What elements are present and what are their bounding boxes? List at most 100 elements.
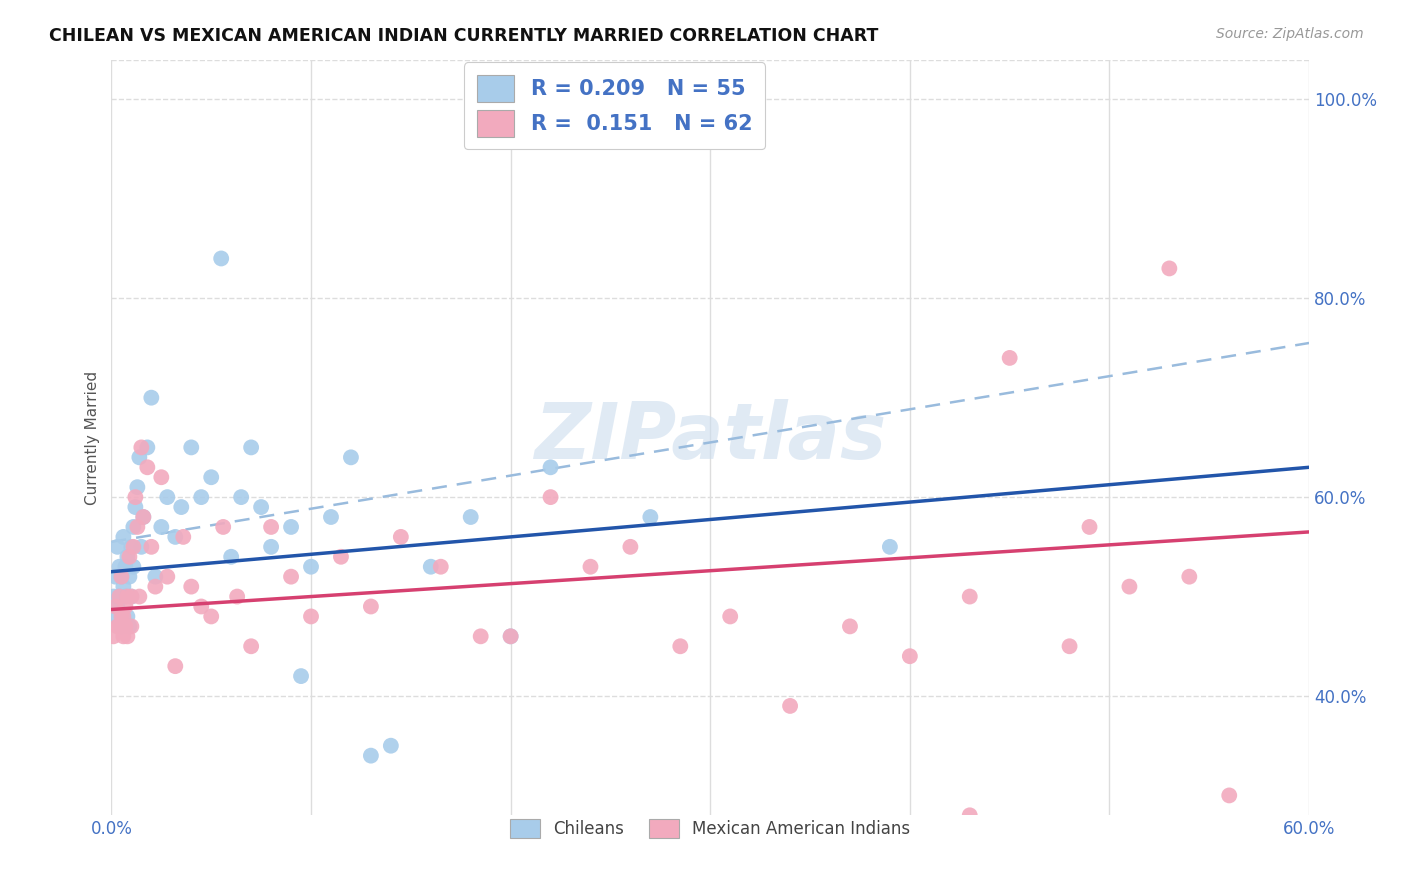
Point	[190, 490, 212, 504]
Point	[132, 510, 155, 524]
Point	[108, 559, 131, 574]
Point	[429, 559, 451, 574]
Point	[165, 530, 187, 544]
Y-axis label: Currently Married: Currently Married	[86, 370, 100, 505]
Point	[299, 609, 322, 624]
Point	[260, 520, 283, 534]
Point	[114, 559, 136, 574]
Point	[240, 640, 263, 654]
Point	[124, 500, 146, 514]
Point	[1218, 789, 1240, 803]
Point	[340, 450, 363, 465]
Point	[117, 629, 139, 643]
Point	[117, 590, 139, 604]
Point	[1078, 520, 1101, 534]
Point	[110, 619, 132, 633]
Point	[105, 599, 128, 614]
Point	[180, 580, 202, 594]
Point	[499, 629, 522, 643]
Point	[156, 490, 179, 504]
Point	[128, 590, 150, 604]
Point	[132, 510, 155, 524]
Point	[105, 619, 128, 633]
Point	[219, 549, 242, 564]
Point	[419, 559, 441, 574]
Point	[579, 559, 602, 574]
Point	[998, 351, 1021, 365]
Point	[380, 739, 402, 753]
Point	[104, 609, 127, 624]
Point	[540, 490, 562, 504]
Point	[209, 252, 232, 266]
Point	[141, 540, 163, 554]
Point	[120, 590, 142, 604]
Point	[170, 500, 193, 514]
Point	[1178, 569, 1201, 583]
Point	[299, 559, 322, 574]
Point	[112, 629, 135, 643]
Point	[127, 520, 149, 534]
Point	[190, 599, 212, 614]
Point	[200, 609, 222, 624]
Point	[114, 590, 136, 604]
Point	[619, 540, 641, 554]
Point	[120, 619, 142, 633]
Point	[290, 669, 312, 683]
Point	[117, 549, 139, 564]
Point	[959, 808, 981, 822]
Point	[131, 540, 153, 554]
Point	[103, 629, 125, 643]
Point	[250, 500, 273, 514]
Point	[669, 640, 692, 654]
Point	[212, 520, 235, 534]
Point	[128, 450, 150, 465]
Point	[124, 490, 146, 504]
Point	[330, 549, 353, 564]
Point	[150, 470, 173, 484]
Point	[280, 520, 302, 534]
Point	[460, 510, 482, 524]
Point	[718, 609, 741, 624]
Point	[122, 559, 145, 574]
Point	[112, 580, 135, 594]
Point	[110, 569, 132, 583]
Point	[165, 659, 187, 673]
Point	[127, 480, 149, 494]
Point	[143, 580, 166, 594]
Point	[200, 470, 222, 484]
Point	[114, 619, 136, 633]
Point	[839, 619, 862, 633]
Text: ZIPatlas: ZIPatlas	[534, 400, 886, 475]
Point	[104, 569, 127, 583]
Text: CHILEAN VS MEXICAN AMERICAN INDIAN CURRENTLY MARRIED CORRELATION CHART: CHILEAN VS MEXICAN AMERICAN INDIAN CURRE…	[49, 27, 879, 45]
Point	[105, 540, 128, 554]
Point	[108, 590, 131, 604]
Legend: Chileans, Mexican American Indians: Chileans, Mexican American Indians	[503, 813, 917, 845]
Text: Source: ZipAtlas.com: Source: ZipAtlas.com	[1216, 27, 1364, 41]
Point	[240, 441, 263, 455]
Point	[118, 549, 141, 564]
Point	[499, 629, 522, 643]
Point	[120, 590, 142, 604]
Point	[226, 590, 249, 604]
Point	[118, 619, 141, 633]
Point	[112, 530, 135, 544]
Point	[180, 441, 202, 455]
Point	[1159, 261, 1181, 276]
Point	[136, 441, 159, 455]
Point	[360, 599, 382, 614]
Point	[122, 520, 145, 534]
Point	[156, 569, 179, 583]
Point	[120, 540, 142, 554]
Point	[110, 609, 132, 624]
Point	[150, 520, 173, 534]
Point	[260, 540, 283, 554]
Point	[470, 629, 492, 643]
Point	[1118, 580, 1140, 594]
Point	[280, 569, 302, 583]
Point	[540, 460, 562, 475]
Point	[117, 609, 139, 624]
Point	[131, 441, 153, 455]
Point	[122, 540, 145, 554]
Point	[136, 460, 159, 475]
